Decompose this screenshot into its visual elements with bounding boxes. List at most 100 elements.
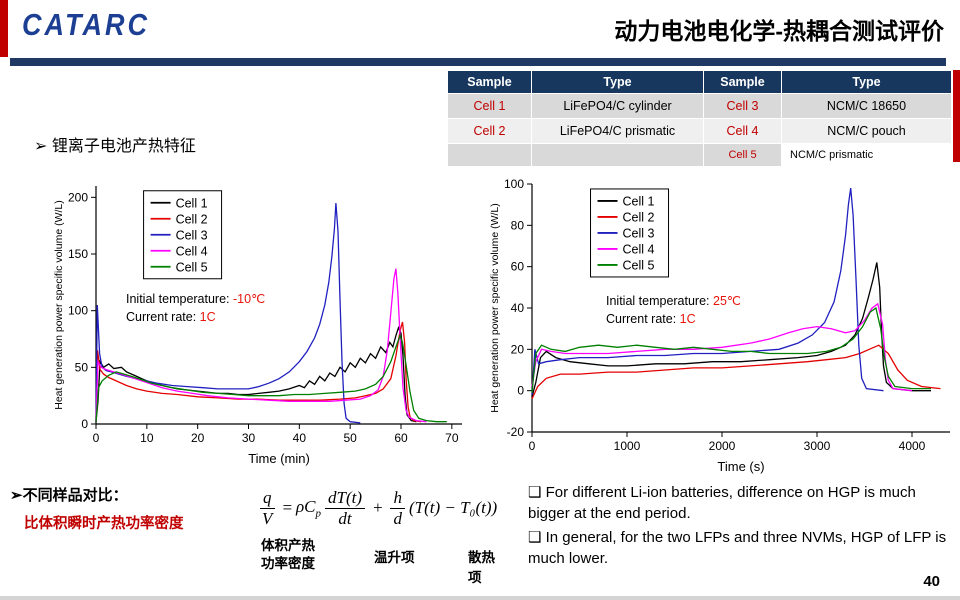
page-number: 40 [923,573,940,590]
svg-text:150: 150 [68,247,88,261]
annotation-label: Initial temperature: [126,292,233,306]
svg-text:2000: 2000 [709,439,736,453]
fraction-hd: h d [390,488,405,528]
compare-subtitle: 比体积瞬时产热功率密度 [24,516,184,532]
label-volumetric-heat: 体积产热 功率密度 [261,538,315,571]
cell-empty [531,143,704,167]
section-heading: ➢ 锂离子电池产热特征 [34,138,196,155]
annotation-value: 1C [199,310,216,325]
label-heat-dissipation: 散热项 [468,550,495,586]
svg-text:Cell 5: Cell 5 [623,258,655,272]
col-header-sample1: Sample [447,70,532,94]
note-item: ❑ For different Li-ion batteries, differ… [528,482,954,524]
svg-text:1000: 1000 [614,439,641,453]
svg-text:0: 0 [93,431,100,445]
svg-text:3000: 3000 [804,439,831,453]
cell-type: NCM/C 18650 [781,93,952,119]
svg-text:-20: -20 [507,425,525,439]
cell-empty [447,143,532,167]
conclusion-notes: ❑ For different Li-ion batteries, differ… [528,482,954,572]
fraction-qv: q V [260,488,275,528]
chart-low-temperature: 0 10 20 30 40 50 60 70 0 50 100 150 200 Time (min) Hea… [50,178,470,468]
table-row: Cell 5 NCM/C prismatic [447,143,952,167]
equation-block: q V = ρCp dT(t) dt + h d (T(t) − T₀(t)) … [256,488,497,585]
cell-type: LiFePO4/C prismatic [531,118,704,144]
svg-text:Cell 2: Cell 2 [623,210,655,224]
sample-table: Sample Type Sample Type Cell 1 LiFePO4/C… [447,70,952,167]
page-title: 动力电池电化学-热耦合测试评价 [614,18,944,44]
col-header-type1: Type [531,70,704,94]
table-row: Cell 1 LiFePO4/C cylinder Cell 3 NCM/C 1… [447,93,952,119]
svg-text:Heat generation power specific: Heat generation power specific volume (W… [489,203,501,413]
left-red-strip [0,0,8,57]
svg-text:200: 200 [68,190,88,204]
svg-text:100: 100 [504,177,524,191]
svg-text:40: 40 [293,431,307,445]
svg-text:4000: 4000 [899,439,926,453]
annotation-label: Current rate: [606,312,680,327]
cell-id: Cell 2 [447,118,532,144]
note-text: In general, for the two LFPs and three N… [528,529,947,567]
svg-text:Time (min): Time (min) [248,451,310,466]
note-item: ❑ In general, for the two LFPs and three… [528,527,954,569]
svg-text:60: 60 [394,431,408,445]
cell-id: Cell 1 [447,93,532,119]
svg-text:30: 30 [242,431,256,445]
svg-text:50: 50 [75,360,89,374]
cell-id: Cell 4 [703,118,782,144]
svg-text:10: 10 [140,431,154,445]
note-text: For different Li-ion batteries, differen… [528,484,916,522]
header-divider [10,58,946,66]
annotation-value: -10℃ [233,292,266,306]
annotation-label: Initial temperature: [606,294,713,308]
cell-type: LiFePO4/C cylinder [531,93,704,119]
label-temperature-rise: 温升项 [374,550,415,566]
svg-text:Cell 3: Cell 3 [623,226,655,240]
col-header-type2: Type [781,70,952,94]
svg-text:Cell 2: Cell 2 [176,212,208,226]
svg-text:0: 0 [517,384,524,398]
compare-title: ➢不同样品对比： [10,487,128,504]
square-bullet-icon: ❑ [528,484,542,501]
table-row: Cell 2 LiFePO4/C prismatic Cell 4 NCM/C … [447,118,952,144]
svg-text:100: 100 [68,304,88,318]
svg-text:20: 20 [511,342,525,356]
coefficient: ρCp [295,496,321,520]
chart-annotation: Initial temperature: -10℃ Current rate: … [126,290,265,326]
col-header-sample2: Sample [703,70,782,94]
svg-text:Cell 1: Cell 1 [623,194,655,208]
heat-equation: q V = ρCp dT(t) dt + h d (T(t) − T₀(t)) [256,488,497,528]
cell-type: NCM/C pouch [781,118,952,144]
annotation-value: 1C [679,312,696,327]
compare-heading: ➢不同样品对比： 比体积瞬时产热功率密度 [10,484,184,533]
equation-tail: (T(t) − T₀(t)) [408,498,498,518]
line-chart: 0 1000 2000 3000 4000 -20 0 20 40 60 80 100 Time (s)… [489,177,950,474]
svg-text:Heat generation power specific: Heat generation power specific volume (W… [53,200,65,410]
svg-text:Cell 3: Cell 3 [176,228,208,242]
equation-labels: 体积产热 功率密度 温升项 散热项 [256,537,497,585]
svg-text:Cell 4: Cell 4 [623,242,655,256]
svg-text:80: 80 [511,218,525,232]
svg-text:Cell 1: Cell 1 [176,196,208,210]
annotation-label: Current rate: [126,310,200,325]
svg-text:0: 0 [529,439,536,453]
table-header-row: Sample Type Sample Type [447,70,952,94]
svg-text:Cell 5: Cell 5 [176,260,208,274]
chart-annotation: Initial temperature: 25℃ Current rate: 1… [606,292,741,328]
cell-type: NCM/C prismatic [781,143,952,167]
svg-text:Time (s): Time (s) [717,459,764,474]
annotation-value: 25℃ [713,294,741,308]
svg-text:Cell 4: Cell 4 [176,244,208,258]
bottom-strip [0,596,960,600]
svg-text:60: 60 [511,260,525,274]
chart-room-temperature: 0 1000 2000 3000 4000 -20 0 20 40 60 80 100 Time (s)… [486,176,958,476]
svg-text:40: 40 [511,301,525,315]
line-chart: 0 10 20 30 40 50 60 70 0 50 100 150 200 Time (min) Hea… [53,186,462,466]
fraction-dtdt: dT(t) dt [324,488,365,528]
svg-text:20: 20 [191,431,205,445]
cell-id: Cell 3 [703,93,782,119]
square-bullet-icon: ❑ [528,529,542,546]
svg-text:50: 50 [343,431,357,445]
cell-id: Cell 5 [703,143,782,167]
